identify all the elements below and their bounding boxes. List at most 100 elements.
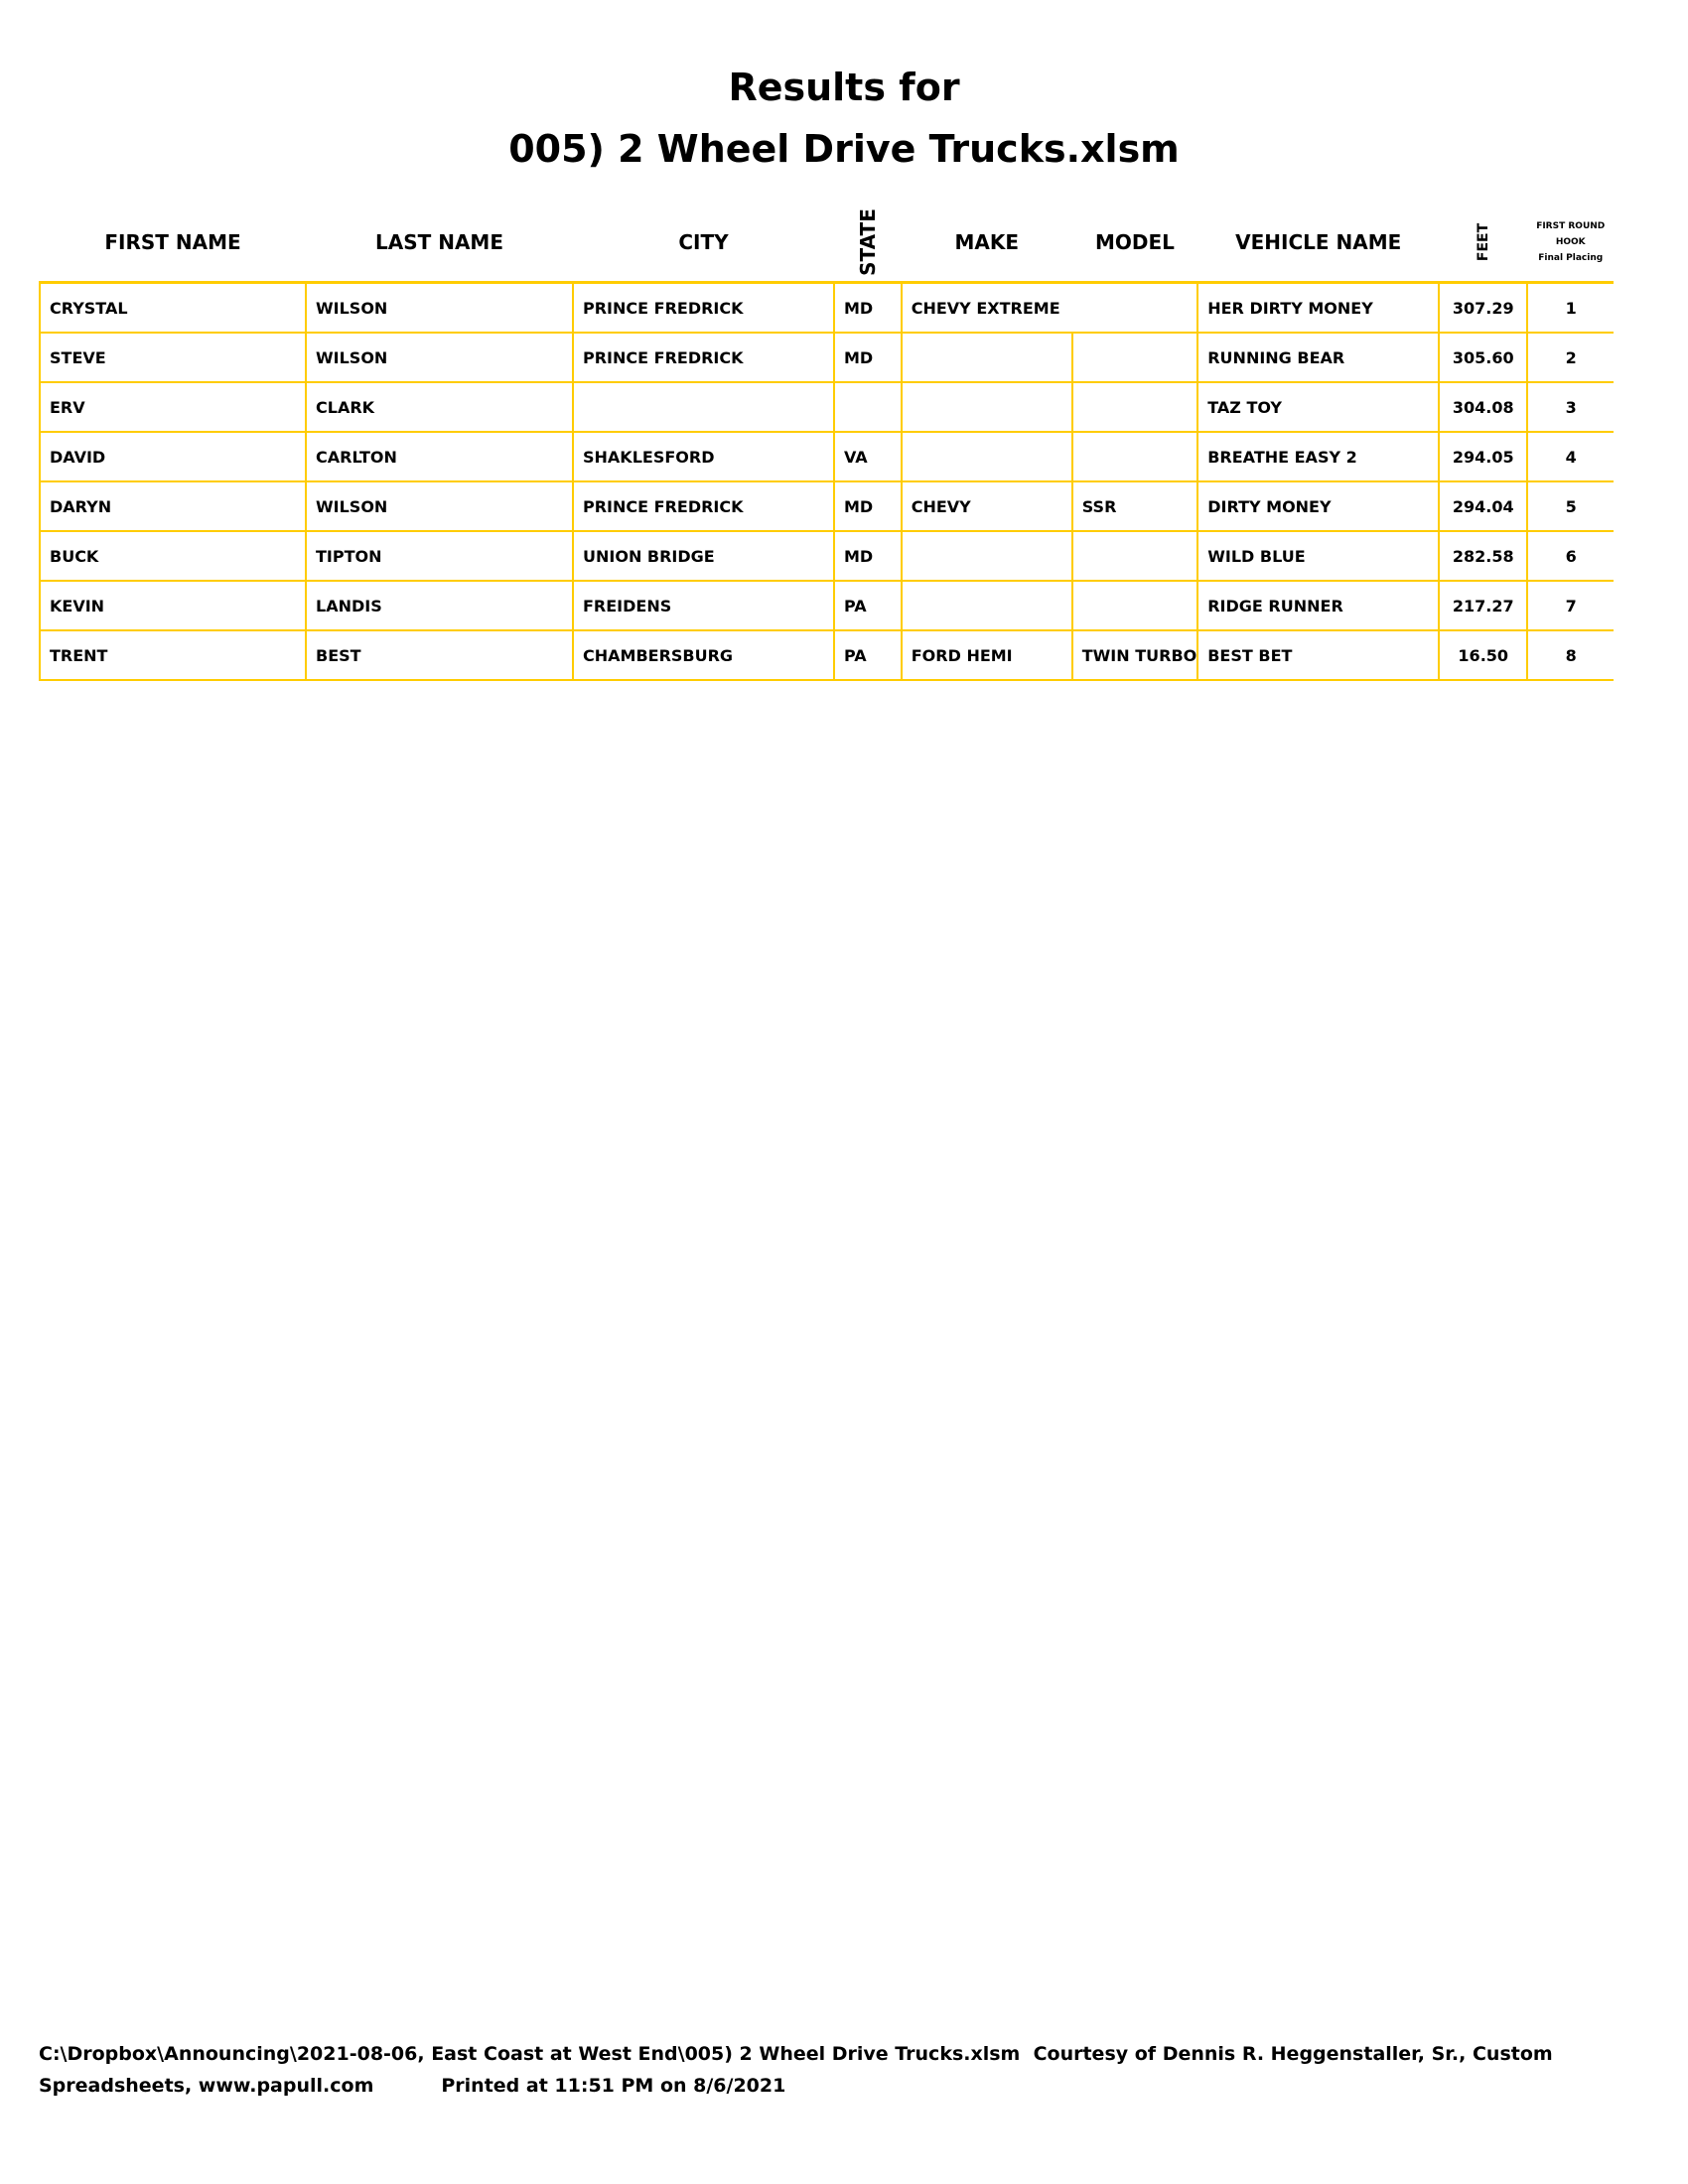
- state-cell: PA: [833, 629, 903, 681]
- header-state: STATE: [834, 204, 902, 283]
- make-cell: [900, 580, 1073, 631]
- footer-credit: Spreadsheets, www.papull.com: [39, 2075, 374, 2097]
- city-cell: PRINCE FREDRICK: [572, 281, 835, 334]
- header-model: MODEL: [1095, 230, 1175, 254]
- model-cell: [1071, 281, 1199, 334]
- state-cell: MD: [833, 281, 903, 334]
- placing-cell: 6: [1526, 530, 1615, 582]
- first-name-cell: DARYN: [39, 480, 307, 532]
- first-name-cell: KEVIN: [39, 580, 307, 631]
- last-name-cell: WILSON: [305, 480, 574, 532]
- vehicle-name-cell: WILD BLUE: [1196, 530, 1441, 582]
- table-row: STEVE WILSON PRINCE FREDRICK MD RUNNING BEAR…: [39, 332, 1615, 383]
- vehicle-name-cell: RUNNING BEAR: [1196, 332, 1441, 383]
- vehicle-name-cell: TAZ TOY: [1196, 381, 1441, 433]
- vehicle-name-cell: BEST BET: [1196, 629, 1441, 681]
- model-cell: [1070, 580, 1199, 631]
- make-cell: [900, 381, 1073, 433]
- model-cell: TWIN TURBO: [1070, 629, 1199, 681]
- footer-file-path: C:\Dropbox\Announcing\2021-08-06, East C…: [39, 2043, 1553, 2065]
- header-feet-label: FEET: [1475, 222, 1491, 262]
- make-cell: CHEVY: [900, 480, 1073, 532]
- table-row: DARYN WILSON PRINCE FREDRICK MD CHEVY SSR DIRT…: [39, 480, 1615, 532]
- city-cell: UNION BRIDGE: [572, 530, 835, 582]
- first-name-cell: CRYSTAL: [39, 281, 307, 334]
- city-cell: [572, 381, 835, 433]
- make-cell: [900, 530, 1073, 582]
- header-feet: FEET: [1439, 204, 1527, 283]
- vehicle-name-cell: RIDGE RUNNER: [1196, 580, 1441, 631]
- state-cell: MD: [833, 332, 903, 383]
- placing-cell: 7: [1526, 580, 1615, 631]
- last-name-cell: LANDIS: [305, 580, 574, 631]
- model-cell: SSR: [1070, 480, 1199, 532]
- placing-cell: 1: [1526, 281, 1615, 334]
- feet-cell: 282.58: [1438, 530, 1529, 582]
- placing-cell: 4: [1526, 431, 1615, 482]
- footer-line2: Spreadsheets, www.papull.com Printed at 1…: [39, 2075, 785, 2097]
- last-name-cell: WILSON: [305, 281, 574, 334]
- placing-cell: 8: [1526, 629, 1615, 681]
- page-title-file-name: 005) 2 Wheel Drive Trucks.xlsm: [508, 127, 1180, 171]
- table-row: ERV CLARK TAZ TOY 304.08 3: [39, 381, 1615, 433]
- state-cell: MD: [833, 480, 903, 532]
- last-name-cell: TIPTON: [305, 530, 574, 582]
- header-placing-line3: Final Placing: [1538, 253, 1604, 263]
- model-cell: [1070, 431, 1199, 482]
- state-cell: PA: [833, 580, 903, 631]
- first-name-cell: TRENT: [39, 629, 307, 681]
- city-cell: PRINCE FREDRICK: [572, 480, 835, 532]
- city-cell: FREIDENS: [572, 580, 835, 631]
- header-vehicle-name: VEHICLE NAME: [1235, 230, 1402, 254]
- last-name-cell: WILSON: [305, 332, 574, 383]
- vehicle-name-cell: HER DIRTY MONEY: [1196, 281, 1441, 334]
- make-cell: CHEVY EXTREME: [900, 281, 1072, 334]
- feet-cell: 16.50: [1438, 629, 1529, 681]
- last-name-cell: CLARK: [305, 381, 574, 433]
- make-cell: [900, 332, 1073, 383]
- feet-cell: 294.05: [1438, 431, 1529, 482]
- table-row: CRYSTAL WILSON PRINCE FREDRICK MD CHEVY EXTR…: [39, 281, 1615, 334]
- results-table: FIRST NAME LAST NAME CITY STATE MAKE MOD…: [39, 204, 1615, 681]
- state-cell: MD: [833, 530, 903, 582]
- vehicle-name-cell: BREATHE EASY 2: [1196, 431, 1441, 482]
- header-make: MAKE: [954, 230, 1019, 254]
- feet-cell: 307.29: [1438, 281, 1529, 334]
- make-cell: FORD HEMI: [900, 629, 1073, 681]
- first-name-cell: DAVID: [39, 431, 307, 482]
- header-city: CITY: [678, 230, 729, 254]
- feet-cell: 304.08: [1438, 381, 1529, 433]
- last-name-cell: BEST: [305, 629, 574, 681]
- header-placing-line2: HOOK: [1555, 237, 1586, 247]
- feet-cell: 305.60: [1438, 332, 1529, 383]
- last-name-cell: CARLTON: [305, 431, 574, 482]
- header-last-name: LAST NAME: [374, 230, 503, 254]
- model-cell: [1070, 530, 1199, 582]
- model-cell: [1070, 332, 1199, 383]
- model-cell: [1070, 381, 1199, 433]
- first-name-cell: STEVE: [39, 332, 307, 383]
- city-cell: CHAMBERSBURG: [572, 629, 835, 681]
- city-cell: PRINCE FREDRICK: [572, 332, 835, 383]
- header-first-name: FIRST NAME: [104, 230, 241, 254]
- first-name-cell: ERV: [39, 381, 307, 433]
- header-row: FIRST NAME LAST NAME CITY STATE MAKE MOD…: [40, 204, 1614, 283]
- feet-cell: 294.04: [1438, 480, 1529, 532]
- placing-cell: 5: [1526, 480, 1615, 532]
- make-cell: [900, 431, 1073, 482]
- first-name-cell: BUCK: [39, 530, 307, 582]
- header-placing-line1: FIRST ROUND: [1536, 221, 1606, 231]
- state-cell: VA: [833, 431, 903, 482]
- state-cell: [833, 381, 903, 433]
- table-row: BUCK TIPTON UNION BRIDGE MD WILD BLUE 282.58 6: [39, 530, 1615, 582]
- page-title-line1: Results for: [728, 66, 960, 109]
- footer-printed-at: Printed at 11:51 PM on 8/6/2021: [441, 2075, 786, 2097]
- placing-cell: 2: [1526, 332, 1615, 383]
- vehicle-name-cell: DIRTY MONEY: [1196, 480, 1441, 532]
- placing-cell: 3: [1526, 381, 1615, 433]
- table-row: KEVIN LANDIS FREIDENS PA RIDGE RUNNER 217.27 7: [39, 580, 1615, 631]
- city-cell: SHAKLESFORD: [572, 431, 835, 482]
- table-row: TRENT BEST CHAMBERSBURG PA FORD HEMI TWIN TUR…: [39, 629, 1615, 681]
- feet-cell: 217.27: [1438, 580, 1529, 631]
